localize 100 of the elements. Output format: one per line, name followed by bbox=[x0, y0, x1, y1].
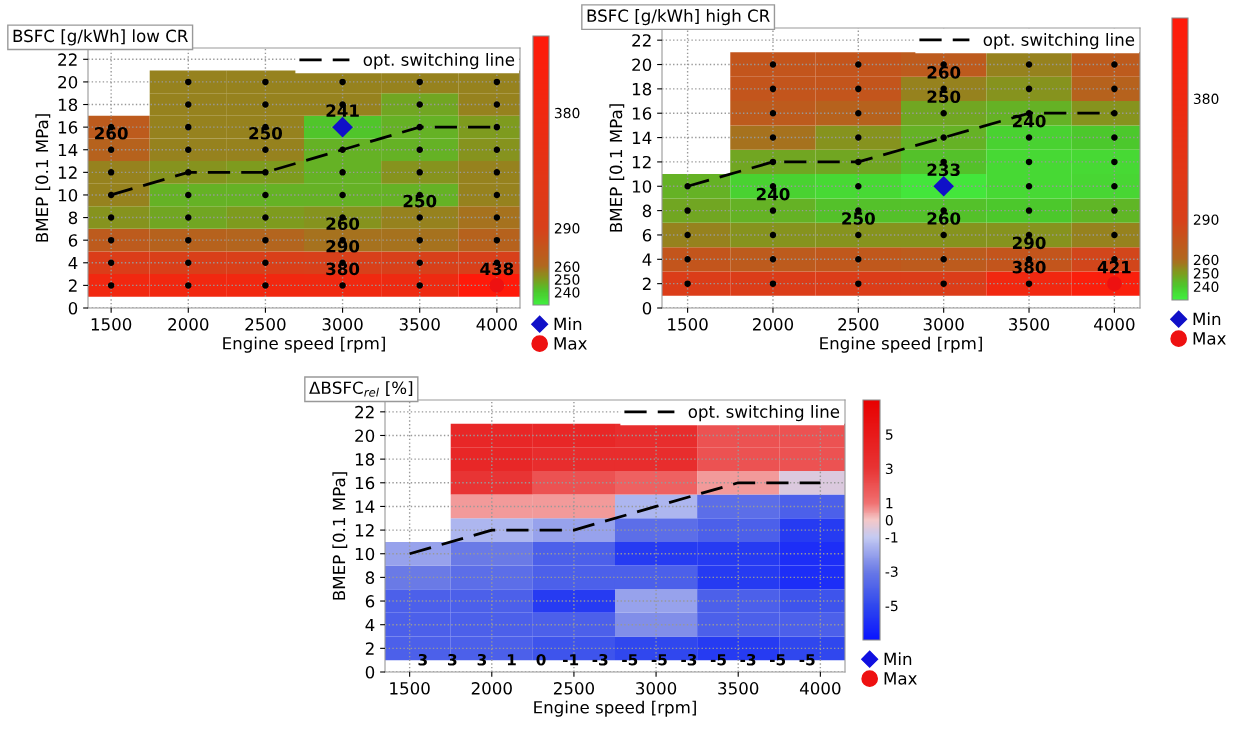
point bbox=[855, 109, 862, 117]
y-tick-label: 22 bbox=[632, 34, 651, 47]
point bbox=[1111, 134, 1118, 141]
y-tick-label: 20 bbox=[355, 429, 375, 443]
chart-title: BSFC [g/kWh] high CR bbox=[587, 9, 770, 26]
point bbox=[855, 280, 862, 287]
annotation: 3 bbox=[477, 654, 487, 666]
annotation: 260 bbox=[95, 126, 128, 140]
point bbox=[493, 78, 501, 86]
annotation: -5 bbox=[622, 654, 638, 666]
color-bar-label: 1 bbox=[886, 498, 893, 509]
annotation: 0 bbox=[536, 654, 546, 666]
y-tick-label: 14 bbox=[632, 131, 652, 144]
point bbox=[769, 85, 777, 93]
point bbox=[262, 169, 269, 176]
y-tick-label: 12 bbox=[58, 166, 77, 179]
point bbox=[416, 101, 423, 108]
y-axis-title: BMEP [0.1 MPa] bbox=[609, 104, 625, 232]
point bbox=[262, 259, 269, 267]
point bbox=[684, 207, 691, 214]
legend-label: Max bbox=[884, 672, 917, 685]
color-bar-label: 5 bbox=[885, 429, 893, 440]
point bbox=[416, 78, 423, 86]
point bbox=[185, 78, 192, 86]
point bbox=[416, 146, 423, 153]
annotation: 260 bbox=[927, 212, 961, 225]
annotation: 240 bbox=[756, 187, 790, 201]
y-tick-label: 16 bbox=[355, 476, 375, 490]
y-axis-title: BMEP [0.1 MPa] bbox=[332, 472, 348, 600]
x-tick-label: 1500 bbox=[390, 682, 430, 695]
y-tick-label: 22 bbox=[355, 405, 374, 419]
y-tick-label: 14 bbox=[58, 143, 78, 157]
point bbox=[1111, 61, 1118, 68]
point bbox=[855, 85, 862, 93]
annotation: 240 bbox=[1012, 114, 1046, 128]
annotation: 260 bbox=[927, 66, 961, 79]
point bbox=[493, 101, 501, 108]
color-bar-label: 380 bbox=[554, 107, 580, 119]
annotation: -3 bbox=[681, 654, 697, 666]
x-axis-title: Engine speed [rpm] bbox=[820, 336, 982, 353]
y-tick-label: 6 bbox=[365, 595, 375, 608]
point bbox=[262, 191, 269, 199]
chart-title: BSFC [g/kWh] low CR bbox=[13, 29, 188, 46]
point bbox=[493, 236, 501, 244]
annotation: 380 bbox=[1012, 260, 1046, 274]
point bbox=[769, 207, 777, 214]
annotation: 233 bbox=[927, 163, 960, 177]
point bbox=[1111, 109, 1118, 117]
point bbox=[769, 280, 777, 287]
point bbox=[185, 259, 192, 267]
point bbox=[339, 78, 346, 86]
annotation: -3 bbox=[592, 654, 608, 666]
y-tick-label: 0 bbox=[642, 301, 652, 315]
y-tick-label: 6 bbox=[642, 228, 652, 242]
point bbox=[1111, 231, 1118, 239]
point bbox=[416, 236, 423, 244]
point bbox=[185, 282, 192, 289]
point bbox=[339, 169, 346, 176]
x-tick-label: 1500 bbox=[91, 318, 132, 331]
y-tick-label: 8 bbox=[365, 571, 375, 584]
annotation: -1 bbox=[562, 654, 579, 666]
point bbox=[1025, 85, 1033, 93]
x-axis-title: Engine speed [rpm] bbox=[223, 336, 385, 353]
annotation: 3 bbox=[448, 654, 457, 666]
point bbox=[416, 259, 423, 267]
point bbox=[684, 256, 691, 263]
y-tick-label: 8 bbox=[68, 211, 78, 225]
x-tick-label: 3000 bbox=[322, 318, 363, 331]
point bbox=[1025, 207, 1033, 214]
x-axis-title: Engine speed [rpm] bbox=[534, 700, 696, 717]
x-tick-label: 4000 bbox=[1094, 318, 1135, 331]
annotation: 250 bbox=[927, 90, 961, 104]
x-tick-label: 3000 bbox=[923, 318, 964, 331]
point bbox=[940, 280, 947, 287]
point bbox=[855, 61, 862, 68]
legend-label: Max bbox=[554, 337, 587, 350]
point bbox=[416, 169, 423, 176]
color-bar-label: 240 bbox=[1193, 281, 1219, 293]
y-tick-label: 4 bbox=[642, 253, 652, 266]
x-tick-label: 2000 bbox=[168, 318, 209, 331]
point bbox=[107, 282, 115, 289]
point bbox=[1025, 158, 1033, 166]
point bbox=[493, 169, 501, 176]
annotation: -5 bbox=[769, 654, 786, 666]
annotation: 260 bbox=[326, 217, 360, 230]
point bbox=[1025, 61, 1033, 68]
point bbox=[684, 280, 691, 287]
y-tick-label: 0 bbox=[68, 301, 78, 315]
point bbox=[684, 183, 691, 190]
point bbox=[1025, 134, 1033, 141]
color-bar-label: 290 bbox=[1193, 214, 1219, 225]
chart-title: ΔBSFC$_{rel}$ [%] bbox=[309, 381, 413, 397]
annotation: -5 bbox=[799, 654, 815, 666]
y-tick-label: 14 bbox=[355, 500, 375, 513]
y-tick-label: 10 bbox=[632, 180, 652, 193]
x-tick-label: 3500 bbox=[718, 682, 759, 695]
point bbox=[416, 214, 423, 221]
point bbox=[1025, 183, 1033, 190]
point bbox=[185, 123, 192, 131]
point bbox=[262, 236, 269, 244]
